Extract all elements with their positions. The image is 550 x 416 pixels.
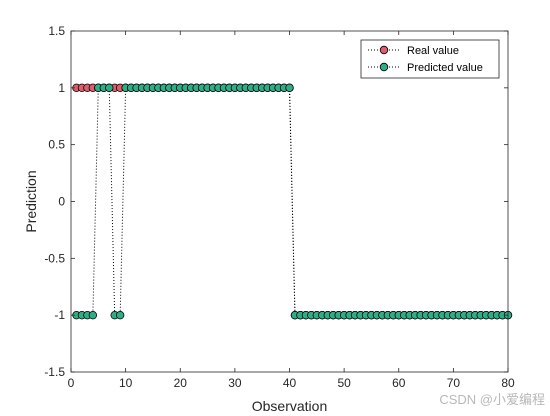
- y-tick-label: 0: [58, 195, 65, 209]
- series-layer: [72, 83, 513, 320]
- legend-marker-predicted: [379, 62, 389, 72]
- x-axis-label: Observation: [252, 398, 327, 414]
- x-tick-label: 20: [174, 376, 188, 390]
- ticks-layer: 0 10 20 30 40 50 60 70 80 -1.5 -1 -0.5 0 0.5 1 1.5: [44, 24, 515, 390]
- x-tick-label: 40: [283, 376, 297, 390]
- data-point: [105, 83, 114, 93]
- y-axis-label: Prediction: [23, 170, 39, 232]
- y-tick-label: 1: [58, 81, 65, 95]
- data-point: [285, 83, 294, 93]
- y-tick-label: -1: [54, 308, 65, 322]
- y-tick-label: -0.5: [44, 251, 65, 265]
- x-tick-label: 50: [337, 376, 351, 390]
- plot-area: [71, 31, 508, 372]
- x-tick-label: 70: [447, 376, 461, 390]
- data-point: [88, 310, 98, 320]
- legend-marker-real: [379, 45, 389, 55]
- legend-label-real: Real value: [407, 45, 459, 57]
- legend-label-predicted: Predicted value: [407, 62, 483, 74]
- x-tick-label: 30: [228, 376, 242, 390]
- x-tick-label: 0: [68, 376, 75, 390]
- data-point: [115, 310, 125, 320]
- y-tick-label: -1.5: [44, 365, 65, 379]
- x-tick-label: 80: [501, 376, 515, 390]
- y-tick-label: 0.5: [48, 138, 65, 152]
- y-tick-label: 1.5: [48, 24, 65, 38]
- x-tick-label: 60: [392, 376, 406, 390]
- x-tick-label: 10: [119, 376, 133, 390]
- legend: Real value Predicted value: [360, 39, 500, 79]
- watermark-text: CSDN @小爱编程: [439, 392, 545, 407]
